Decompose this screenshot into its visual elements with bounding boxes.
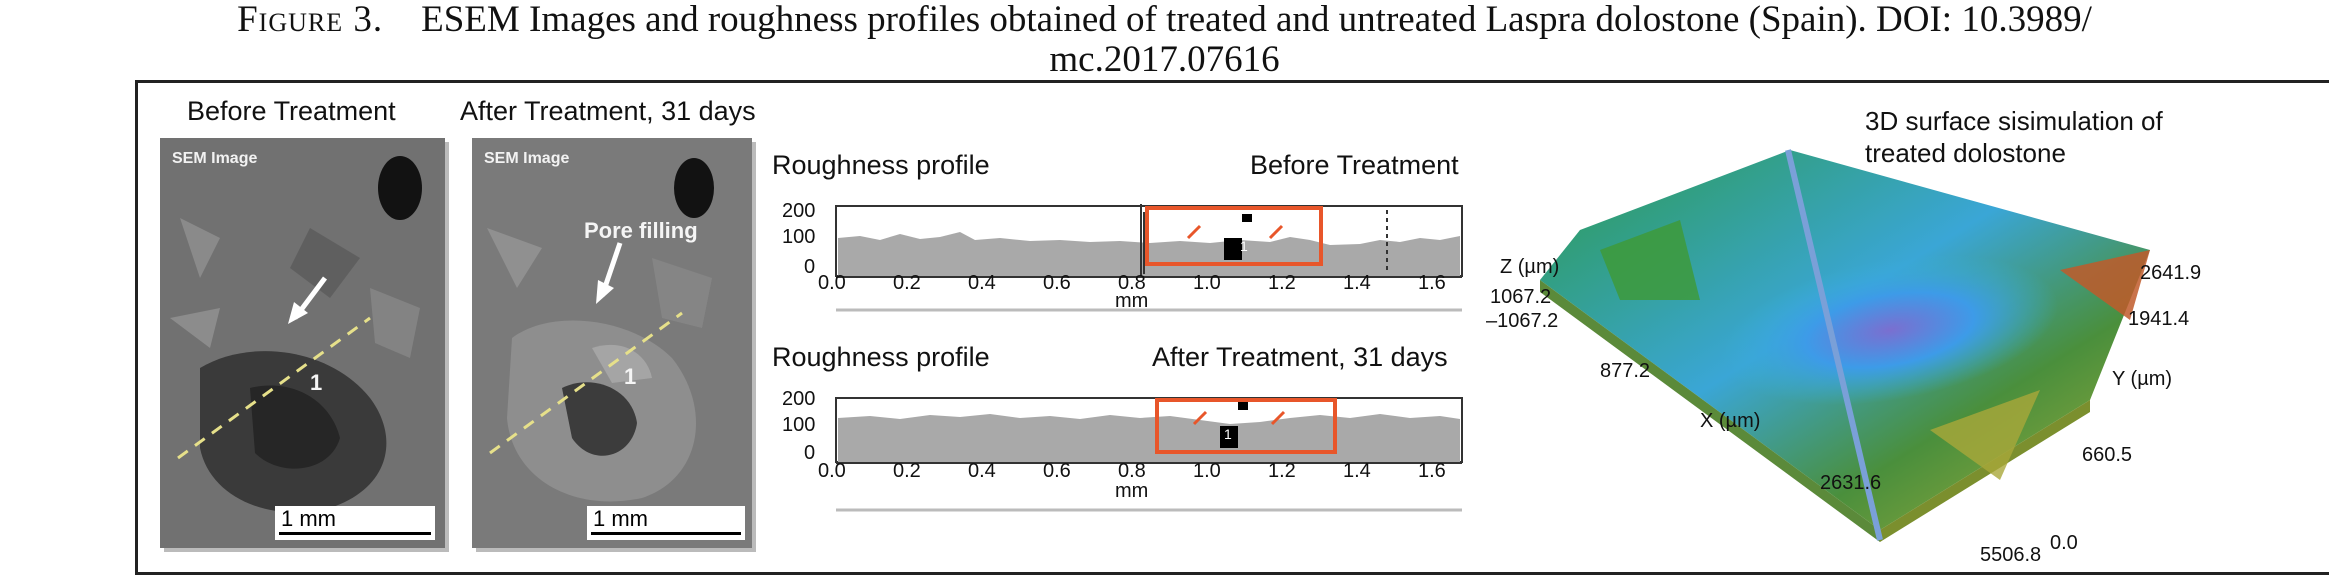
profile-1-xtick: 1.4 <box>1343 272 1371 294</box>
profile-1-condition: Before Treatment <box>1250 150 1459 180</box>
surface-3d-panel: 3D surface sisimulation of treated dolos… <box>1486 100 2329 570</box>
profile-1-xtick: 0.8 <box>1118 272 1146 294</box>
sem-before-tag: SEM Image <box>172 150 258 167</box>
y-axis-tick-1: 2641.9 <box>2140 262 2202 284</box>
figure-label: Figure 3. <box>237 0 384 40</box>
profile-2-ytick-0: 0 <box>804 442 816 464</box>
figure-frame <box>135 80 2329 575</box>
surface-title-line-1: 3D surface sisimulation of <box>1865 106 2163 136</box>
profile-2-xtick: 1.6 <box>1418 460 1446 482</box>
profile-1-marker: 1 <box>1240 238 1248 254</box>
profile-2-xlabel: mm <box>1115 480 1149 502</box>
pore-filling-annotation: Pore filling <box>584 218 698 243</box>
profile-1-plot <box>835 204 1463 312</box>
profile-2-xtick: 1.2 <box>1268 460 1296 482</box>
profile-2-condition: After Treatment, 31 days <box>1152 342 1448 372</box>
caption-line-2: mc.2017.07616 <box>1049 39 1280 80</box>
sem-before-title: Before Treatment <box>187 96 396 126</box>
sem-after-scale-bar: 1 mm <box>587 506 745 540</box>
profile-2-ytick-200: 200 <box>782 388 816 410</box>
sem-before-scale-bar: 1 mm <box>275 506 435 540</box>
surface-3d-render <box>1540 149 2150 542</box>
profile-2-plot <box>835 397 1463 512</box>
x-axis-tick-2: 2631.6 <box>1820 472 1882 494</box>
sem-after-marker: 1 <box>624 364 637 389</box>
profile-2-marker: 1 <box>1224 426 1232 442</box>
figure-caption: Figure 3. ESEM Images and roughness profi… <box>0 0 2329 80</box>
sem-image-before: SEM Image 1 1 mm <box>160 138 445 548</box>
sem-after-title: After Treatment, 31 days <box>460 96 756 126</box>
sem-before-marker: 1 <box>310 370 323 395</box>
profile-1-ytick-200: 200 <box>782 200 816 222</box>
y-axis-tick-4: 0.0 <box>2050 532 2078 554</box>
profile-2-xtick: 1.4 <box>1343 460 1371 482</box>
profile-1-xtick: 0.2 <box>893 272 921 294</box>
sem-before-texture <box>160 138 445 548</box>
profile-1-title: Roughness profile <box>772 150 990 180</box>
profile-2-xtick: 0.0 <box>818 460 846 482</box>
profile-2-xtick: 0.4 <box>968 460 996 482</box>
sem-image-after: SEM Image Pore filling 1 1 mm <box>472 138 752 548</box>
profile-1-xtick: 1.2 <box>1268 272 1296 294</box>
x-axis-tick-1: 877.2 <box>1600 360 1651 382</box>
surface-title-line-2: treated dolostone <box>1865 138 2066 168</box>
caption-text: ESEM Images and roughness profiles obtai… <box>421 0 2092 40</box>
profile-2-xtick: 0.2 <box>893 460 921 482</box>
sem-after-scale-label: 1 mm <box>593 506 648 531</box>
z-axis-min: –1067.2 <box>1486 310 1559 332</box>
profile-1-ytick-100: 100 <box>782 226 816 248</box>
profile-1-xtick: 0.6 <box>1043 272 1071 294</box>
profile-1-xtick: 0.4 <box>968 272 996 294</box>
y-axis-label: Y (µm) <box>2112 368 2173 390</box>
roughness-profile-after: 1 200 100 0 0.0 0.2 0.4 0.6 0.8 1.0 1.2 … <box>770 388 1490 523</box>
sem-after-tag: SEM Image <box>484 150 570 167</box>
sem-before-scale-label: 1 mm <box>281 506 336 531</box>
profile-1-ytick-0: 0 <box>804 256 816 278</box>
profile-2-xtick: 0.6 <box>1043 460 1071 482</box>
profile-2-xtick: 0.8 <box>1118 460 1146 482</box>
y-axis-tick-2: 1941.4 <box>2128 308 2190 330</box>
x-axis-tick-3: 5506.8 <box>1980 544 2042 566</box>
x-axis-label: X (µm) <box>1700 410 1761 432</box>
profile-2-xtick: 1.0 <box>1193 460 1221 482</box>
profile-1-xlabel: mm <box>1115 290 1149 312</box>
caption-line-1: Figure 3. ESEM Images and roughness profi… <box>0 0 2329 40</box>
profile-2-ytick-100: 100 <box>782 414 816 436</box>
z-axis-label: Z (µm) <box>1500 256 1560 278</box>
roughness-profile-before: 1 200 100 0 0.0 0.2 0.4 0.6 0.8 1.0 1.2 … <box>770 196 1490 321</box>
profile-1-xtick: 0.0 <box>818 272 846 294</box>
y-axis-tick-3: 660.5 <box>2082 444 2133 466</box>
profile-2-title: Roughness profile <box>772 342 990 372</box>
z-axis-max: 1067.2 <box>1490 286 1552 308</box>
sem-after-texture <box>472 138 752 548</box>
profile-1-xtick: 1.0 <box>1193 272 1221 294</box>
profile-1-xtick: 1.6 <box>1418 272 1446 294</box>
